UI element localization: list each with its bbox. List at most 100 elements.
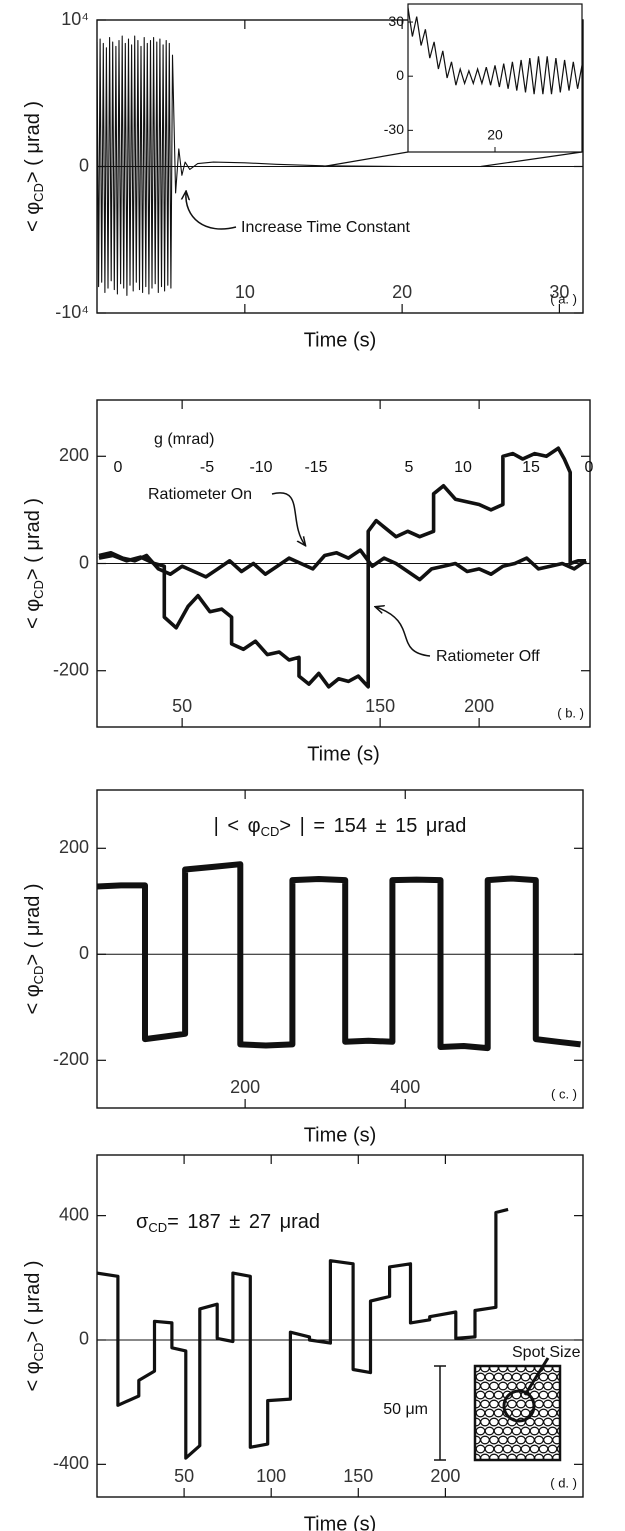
cell [552, 1417, 560, 1427]
x-tick-label: 100 [256, 1466, 286, 1486]
annotation: | < φCD> | = 154 ± 15 μrad [214, 815, 467, 839]
inset-x-tick-label: 20 [487, 127, 503, 143]
plot-frame [96, 399, 591, 728]
plot-area [98, 446, 588, 689]
cell [480, 1417, 490, 1427]
plot-frame [96, 19, 584, 314]
annotation-part: > | = 154 ± 15 μrad [279, 815, 466, 837]
cell [498, 1417, 508, 1427]
y-axis-label-part: CD [31, 1343, 46, 1362]
top-axis-label: 10 [454, 459, 472, 476]
cell [534, 1417, 544, 1427]
plot-area [97, 1207, 509, 1460]
top-axis-label: 0 [585, 459, 594, 476]
cell [484, 1408, 495, 1418]
y-tick-label: -400 [53, 1453, 89, 1473]
annotation-part: CD [148, 1220, 167, 1235]
x-axis-label: Time (s) [304, 1513, 377, 1531]
cell [547, 1444, 558, 1454]
cell [511, 1372, 522, 1382]
y-tick-label: -200 [53, 1049, 89, 1069]
y-axis-label-part: > ( μrad ) [22, 498, 44, 580]
cell [516, 1399, 526, 1409]
zoom-line [480, 151, 583, 168]
cell [511, 1426, 522, 1436]
cell [547, 1372, 558, 1382]
inset-y-tick-label: 30 [388, 13, 404, 29]
y-axis-label: < φCD> ( μrad ) [22, 101, 46, 232]
y-axis-label: < φCD> ( μrad ) [22, 498, 46, 629]
top-axis-label: 0 [114, 459, 123, 476]
x-tick-label: 10 [235, 282, 255, 302]
y-tick-label: 0 [79, 552, 89, 572]
cell [475, 1372, 486, 1382]
annotation-part: | < φ [214, 815, 261, 837]
inset-label: Spot Size [512, 1344, 581, 1361]
cell [552, 1399, 560, 1409]
cell [552, 1381, 560, 1391]
plot-frame [96, 1154, 584, 1498]
cell [543, 1399, 553, 1409]
cell [520, 1444, 531, 1454]
annotation-part: = 187 ± 27 μrad [167, 1211, 320, 1233]
cell [534, 1381, 544, 1391]
cell [543, 1417, 553, 1427]
cell [502, 1372, 513, 1382]
cell [538, 1426, 549, 1436]
y-axis-label-part: CD [31, 966, 46, 985]
y-axis-label-part: < φ [22, 1361, 44, 1391]
cell [538, 1390, 549, 1400]
cell [484, 1426, 495, 1436]
data-line [97, 35, 583, 296]
y-axis-label: < φCD> ( μrad ) [22, 1260, 46, 1391]
x-axis-label: Time (s) [304, 329, 377, 351]
top-axis-label: -10 [249, 459, 272, 476]
inset-frame [473, 1364, 562, 1462]
cells [475, 1366, 560, 1460]
cell [480, 1435, 490, 1445]
x-tick-label: 200 [230, 1077, 260, 1097]
data-line [98, 446, 586, 689]
cell [475, 1426, 486, 1436]
cell [475, 1444, 486, 1454]
cell [534, 1399, 544, 1409]
annotation-part: σ [136, 1211, 149, 1233]
cell [484, 1444, 495, 1454]
data-line [98, 548, 588, 582]
cell [538, 1444, 549, 1454]
spot [502, 1389, 536, 1423]
x-tick-label: 150 [365, 696, 395, 716]
cell [520, 1426, 531, 1436]
cell [498, 1435, 508, 1445]
cell [502, 1426, 513, 1436]
y-tick-label: 200 [59, 445, 89, 465]
cell [529, 1426, 540, 1436]
y-tick-label: 200 [59, 837, 89, 857]
cell [552, 1435, 560, 1445]
y-axis-label-part: > ( μrad ) [22, 883, 44, 965]
cell [534, 1435, 544, 1445]
cell [552, 1366, 560, 1373]
cell [511, 1444, 522, 1454]
y-axis-label-part: > ( μrad ) [22, 101, 44, 183]
annotation-part: CD [261, 824, 280, 839]
cell [489, 1435, 499, 1445]
cell [493, 1426, 504, 1436]
inset-line [407, 7, 583, 95]
inset-y-tick-label: 0 [396, 67, 404, 83]
y-tick-label: 0 [79, 155, 89, 175]
x-tick-label: 200 [430, 1466, 460, 1486]
cell [493, 1390, 504, 1400]
arrow [186, 192, 237, 230]
cell [516, 1435, 526, 1445]
cell [493, 1408, 504, 1418]
leader [523, 1357, 550, 1396]
cell [520, 1372, 531, 1382]
annotation: Increase Time Constant [241, 219, 411, 236]
x-tick-label: 50 [174, 1466, 194, 1486]
cell [475, 1408, 486, 1418]
cell [507, 1399, 517, 1409]
y-axis-label-part: CD [31, 183, 46, 202]
y-axis-label-part: > ( μrad ) [22, 1260, 44, 1342]
